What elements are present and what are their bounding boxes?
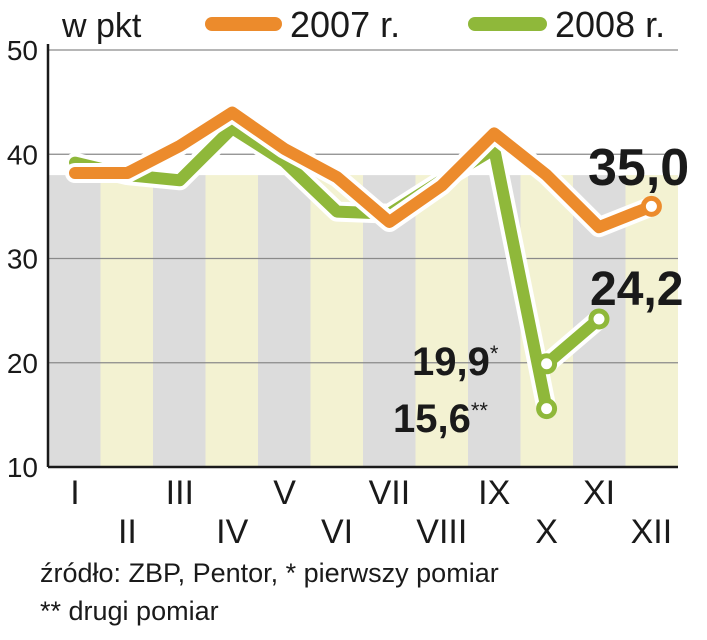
band-VI bbox=[310, 175, 363, 467]
x-tick-VIII: VIII bbox=[416, 513, 467, 551]
y-tick-30: 30 bbox=[7, 244, 38, 275]
label-2008-X-first: 19,9* bbox=[412, 340, 499, 384]
band-V bbox=[258, 175, 311, 467]
x-tick-V: V bbox=[273, 474, 296, 512]
x-tick-X: X bbox=[535, 513, 558, 551]
point-2008-XI bbox=[588, 308, 610, 330]
point-2008-X-second bbox=[536, 398, 558, 420]
band-III bbox=[153, 175, 206, 467]
label-2007-XII: 35,0 bbox=[588, 139, 689, 197]
y-tick-50: 50 bbox=[7, 35, 38, 66]
band-II bbox=[100, 175, 153, 467]
x-tick-III: III bbox=[166, 474, 194, 512]
unit-label: w pkt bbox=[61, 7, 142, 45]
x-tick-II: II bbox=[118, 513, 137, 551]
x-tick-IV: IV bbox=[216, 513, 248, 551]
x-tick-VI: VI bbox=[321, 513, 353, 551]
band-VIII bbox=[415, 175, 468, 467]
y-tick-10: 10 bbox=[7, 452, 38, 483]
series-2007-line bbox=[69, 106, 658, 234]
legend: w pkt 2007 r. 2008 r. bbox=[61, 4, 665, 45]
band-I bbox=[48, 175, 101, 467]
legend-label-1: 2008 r. bbox=[555, 4, 665, 45]
x-tick-I: I bbox=[70, 474, 79, 512]
point-2007-XII bbox=[640, 195, 662, 217]
y-tick-40: 40 bbox=[7, 139, 38, 170]
x-tick-XII: XII bbox=[631, 513, 673, 551]
legend-label-0: 2007 r. bbox=[290, 4, 400, 45]
point-2008-X-first bbox=[536, 353, 558, 375]
x-tick-XI: XI bbox=[583, 474, 615, 512]
series-2008-continuation bbox=[540, 313, 605, 370]
band-IV bbox=[205, 175, 258, 467]
series-lines bbox=[65, 102, 662, 420]
plot-frame bbox=[46, 44, 678, 469]
y-tick-labels: 10 20 30 40 50 bbox=[7, 35, 38, 483]
source-note: źródło: ZBP, Pentor, * pierwszy pomiar bbox=[40, 558, 499, 588]
footnote: ** drugi pomiar bbox=[40, 596, 219, 626]
x-tick-IX: IX bbox=[478, 474, 510, 512]
x-tick-VII: VII bbox=[369, 474, 411, 512]
label-2008-XI: 24,2 bbox=[590, 263, 683, 316]
data-labels: 35,024,219,9*15,6** bbox=[393, 139, 689, 441]
y-tick-20: 20 bbox=[7, 348, 38, 379]
